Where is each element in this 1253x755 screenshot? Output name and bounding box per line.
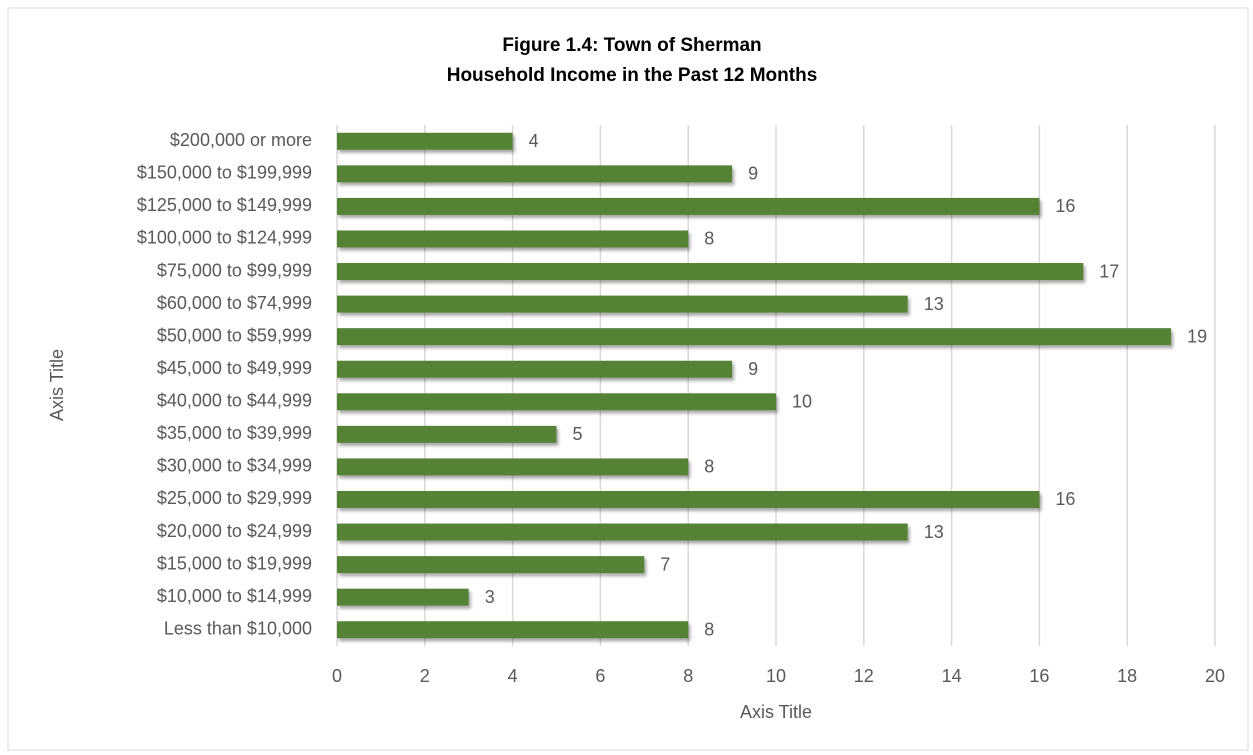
bar [337,230,689,248]
bar [337,328,1172,346]
bar [337,360,733,378]
bar [337,458,689,476]
x-tick-label: 14 [942,666,962,686]
x-tick-label: 10 [766,666,786,686]
data-label: 13 [924,294,944,314]
bar [337,393,776,411]
chart-frame [7,7,1249,751]
bar [337,523,908,541]
y-tick-label: $20,000 to $24,999 [157,521,312,541]
data-label: 8 [704,619,714,639]
y-tick-label: $50,000 to $59,999 [157,325,312,345]
x-axis-title: Axis Title [740,702,812,722]
y-tick-label: $75,000 to $99,999 [157,260,312,280]
data-label: 8 [704,457,714,477]
x-tick-label: 20 [1205,666,1225,686]
x-tick-label: 18 [1117,666,1137,686]
y-axis-title: Axis Title [47,349,67,421]
data-label: 9 [748,359,758,379]
y-tick-label: $35,000 to $39,999 [157,423,312,443]
y-tick-label: $125,000 to $149,999 [137,195,312,215]
data-label: 16 [1055,489,1075,509]
y-tick-label: $30,000 to $34,999 [157,456,312,476]
data-label: 9 [748,164,758,184]
chart-subtitle: Household Income in the Past 12 Months [447,65,818,86]
chart-title: Figure 1.4: Town of Sherman [502,35,761,56]
bar [337,621,689,639]
data-label: 4 [529,131,539,151]
x-tick-label: 2 [420,666,430,686]
bar [337,197,1040,215]
x-tick-label: 6 [595,666,605,686]
y-tick-label: $15,000 to $19,999 [157,553,312,573]
bar [337,263,1084,281]
y-tick-label: $10,000 to $14,999 [157,586,312,606]
y-tick-label: $150,000 to $199,999 [137,163,312,183]
data-label: 5 [573,424,583,444]
x-tick-label: 12 [854,666,874,686]
data-label: 7 [660,554,670,574]
bar [337,556,645,574]
bar [337,490,1040,508]
y-tick-label: $45,000 to $49,999 [157,358,312,378]
bar [337,132,513,150]
x-tick-label: 0 [332,666,342,686]
y-tick-label: $60,000 to $74,999 [157,293,312,313]
y-tick-label: $40,000 to $44,999 [157,391,312,411]
x-tick-label: 16 [1029,666,1049,686]
data-label: 19 [1187,326,1207,346]
y-tick-label: Less than $10,000 [164,618,312,638]
data-label: 3 [485,587,495,607]
data-label: 17 [1099,261,1119,281]
y-tick-label: $100,000 to $124,999 [137,228,312,248]
data-label: 13 [924,522,944,542]
bar [337,588,469,606]
data-label: 8 [704,229,714,249]
data-label: 10 [792,392,812,412]
bar [337,165,733,183]
y-tick-label: $25,000 to $29,999 [157,488,312,508]
x-tick-label: 8 [683,666,693,686]
x-tick-label: 4 [508,666,518,686]
y-tick-label: $200,000 or more [170,130,312,150]
bar [337,425,557,443]
bar [337,295,908,313]
data-label: 16 [1055,196,1075,216]
